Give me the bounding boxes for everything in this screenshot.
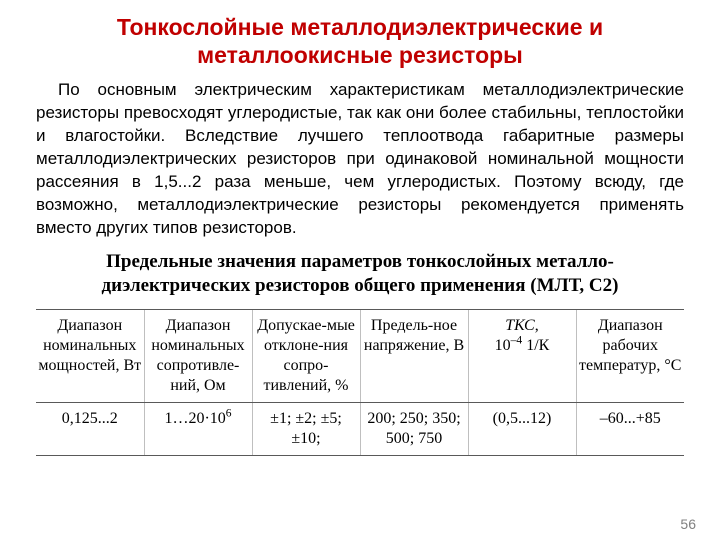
cell-resistance: 1…20·106 — [144, 403, 252, 456]
cell-voltage: 200; 250; 350; 500; 750 — [360, 403, 468, 456]
slide-title: Тонкослойные металлодиэлектрические и ме… — [36, 14, 684, 69]
col-header-temp: Диапазон рабочих температур, °С — [576, 310, 684, 403]
col-header-tolerance: Допускае-мые отклоне-ния сопро-тивлений,… — [252, 310, 360, 403]
parameters-table: Диапазон номинальных мощностей, Вт Диапа… — [36, 309, 684, 456]
table-subheading: Предельные значения параметров тонкослой… — [36, 250, 684, 299]
col-header-resistance: Диапазон номинальных сопротивле-ний, Ом — [144, 310, 252, 403]
table-row: 0,125...2 1…20·106 ±1; ±2; ±5; ±10; 200;… — [36, 403, 684, 456]
body-paragraph: По основным электрическим характеристика… — [36, 79, 684, 240]
col-header-power: Диапазон номинальных мощностей, Вт — [36, 310, 144, 403]
cell-tks: (0,5...12) — [468, 403, 576, 456]
cell-power: 0,125...2 — [36, 403, 144, 456]
cell-tolerance: ±1; ±2; ±5; ±10; — [252, 403, 360, 456]
table-header-row: Диапазон номинальных мощностей, Вт Диапа… — [36, 310, 684, 403]
cell-temp: –60...+85 — [576, 403, 684, 456]
col-header-tks: ТКС,10–4 1/К — [468, 310, 576, 403]
page-number: 56 — [680, 516, 696, 532]
col-header-voltage: Предель-ное напряжение, В — [360, 310, 468, 403]
